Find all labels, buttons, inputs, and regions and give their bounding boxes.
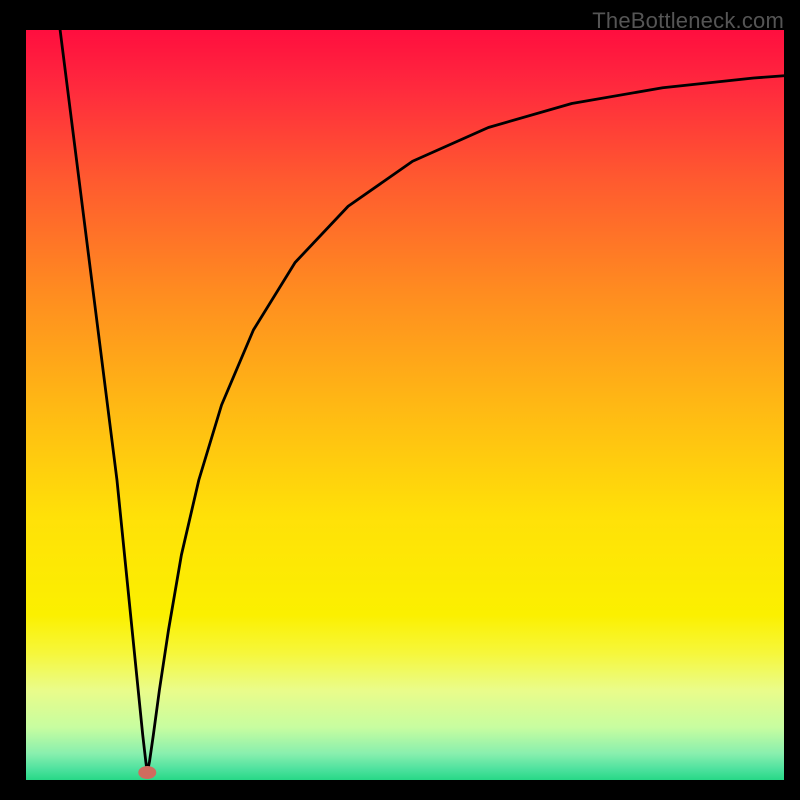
- optimal-point-marker: [138, 766, 156, 779]
- gradient-background: [26, 30, 784, 780]
- watermark-text: TheBottleneck.com: [592, 8, 784, 34]
- chart-svg: [0, 0, 800, 800]
